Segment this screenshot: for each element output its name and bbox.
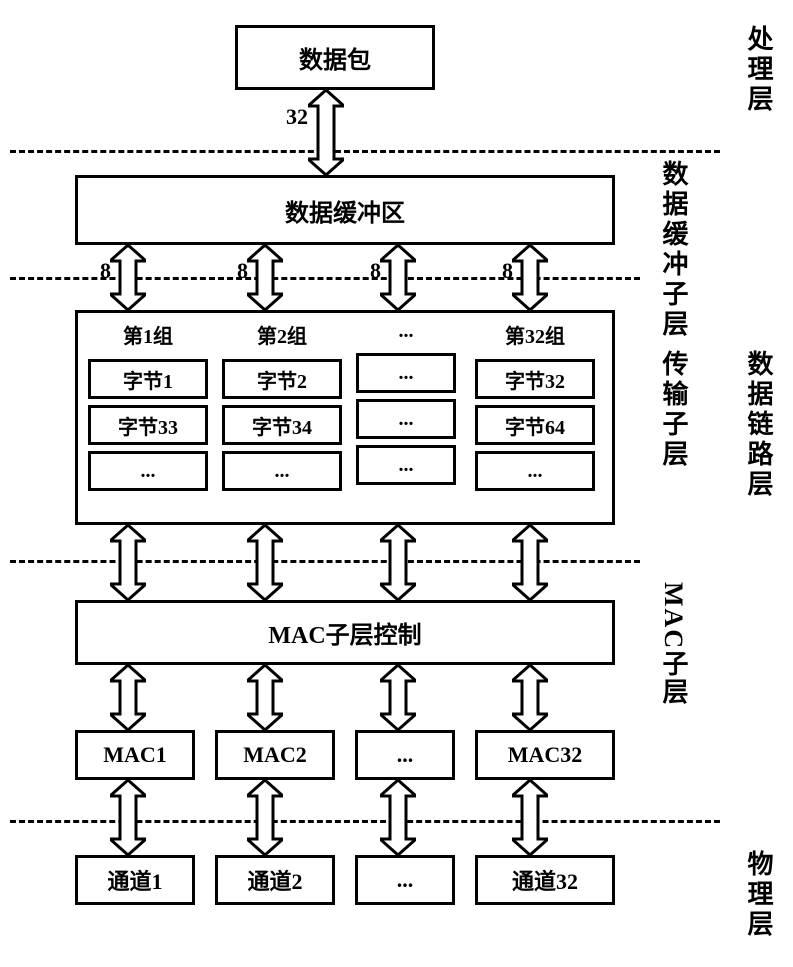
- channel-box: ...: [355, 855, 455, 905]
- outer-layer-label: 数据链路层: [740, 350, 777, 500]
- inner-sublayer-label: 数据缓冲子层: [655, 160, 692, 340]
- macctrl-box: MAC子层控制: [75, 600, 615, 665]
- byte-box: ...: [88, 451, 208, 491]
- group-column: 第32组字节32 字节64...: [475, 320, 595, 491]
- byte-box: ...: [356, 353, 456, 393]
- mac-box: ...: [355, 730, 455, 780]
- bidir-arrow: [110, 245, 146, 310]
- byte-box: 字节2: [222, 359, 342, 399]
- bidir-arrow: [380, 245, 416, 310]
- outer-layer-label: 处理层: [740, 25, 777, 115]
- mac-box: MAC2: [215, 730, 335, 780]
- bus-width-label: 8: [370, 258, 381, 284]
- bidir-arrow: [247, 525, 283, 600]
- bidir-arrow: [247, 245, 283, 310]
- bus-width-label: 8: [100, 258, 111, 284]
- group-title: 第1组: [123, 320, 173, 349]
- layered-network-diagram: 数据包数据缓冲区 MAC子层控制 第1组字节1 字节33... 第2组字节2 字节34..…: [0, 0, 793, 967]
- bidir-arrow: [247, 780, 283, 855]
- buffer-box: 数据缓冲区: [75, 175, 615, 245]
- bidir-arrow: [512, 525, 548, 600]
- bidir-arrow: [110, 525, 146, 600]
- group-column: ............: [356, 320, 456, 485]
- packet-label: 数据包: [299, 40, 371, 75]
- byte-box: 字节32: [475, 359, 595, 399]
- bidir-arrow: [247, 665, 283, 730]
- byte-box: ...: [356, 445, 456, 485]
- bidir-arrow: [110, 780, 146, 855]
- byte-box: 字节34: [222, 405, 342, 445]
- channel-box: 通道1: [75, 855, 195, 905]
- mac-box: MAC1: [75, 730, 195, 780]
- bus-width-label: 8: [502, 258, 513, 284]
- group-title: 第2组: [257, 320, 307, 349]
- bidir-arrow: [308, 90, 344, 175]
- layer-separator: [10, 150, 720, 153]
- bidir-arrow: [512, 665, 548, 730]
- inner-sublayer-label: 传输子层: [655, 350, 692, 470]
- byte-box: 字节33: [88, 405, 208, 445]
- group-title: ...: [399, 320, 414, 343]
- macctrl-label: MAC子层控制: [268, 615, 421, 650]
- bus-width-label: 8: [237, 258, 248, 284]
- byte-box: ...: [356, 399, 456, 439]
- bidir-arrow: [512, 780, 548, 855]
- byte-box: 字节64: [475, 405, 595, 445]
- bidir-arrow: [380, 780, 416, 855]
- channel-box: 通道32: [475, 855, 615, 905]
- bus-width-label: 32: [286, 104, 308, 130]
- channel-box: 通道2: [215, 855, 335, 905]
- mac-box: MAC32: [475, 730, 615, 780]
- group-column: 第2组字节2 字节34...: [222, 320, 342, 491]
- bidir-arrow: [110, 665, 146, 730]
- buffer-label: 数据缓冲区: [285, 193, 405, 228]
- byte-box: ...: [222, 451, 342, 491]
- inner-sublayer-label: MAC子层: [655, 582, 692, 706]
- packet-box: 数据包: [235, 25, 435, 90]
- byte-box: ...: [475, 451, 595, 491]
- byte-box: 字节1: [88, 359, 208, 399]
- outer-layer-label: 物理层: [740, 850, 777, 940]
- bidir-arrow: [512, 245, 548, 310]
- group-title: 第32组: [505, 320, 565, 349]
- group-column: 第1组字节1 字节33...: [88, 320, 208, 491]
- bidir-arrow: [380, 525, 416, 600]
- bidir-arrow: [380, 665, 416, 730]
